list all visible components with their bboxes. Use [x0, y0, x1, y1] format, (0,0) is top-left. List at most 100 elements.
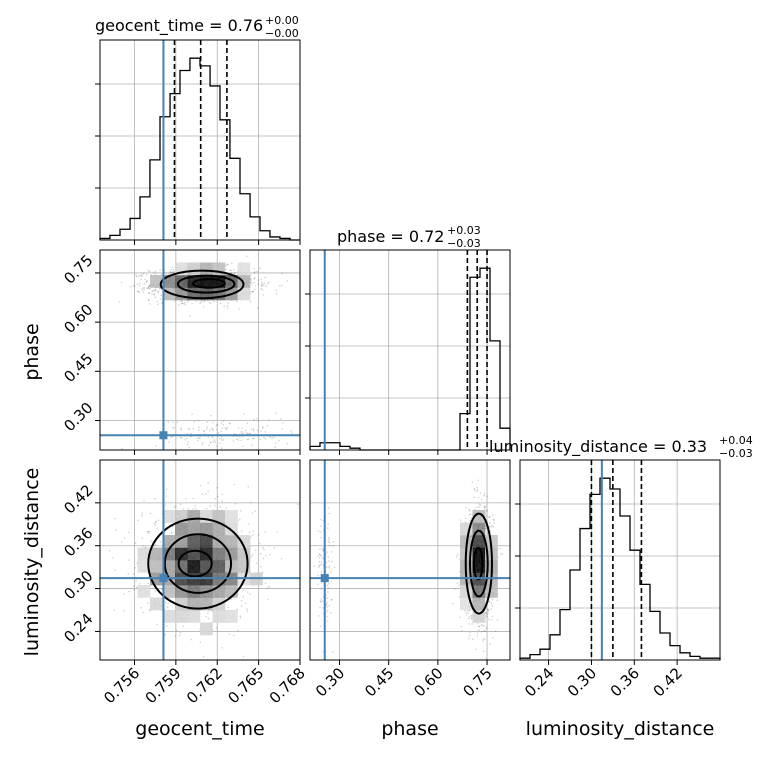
hist-phase-frame: [309, 249, 511, 451]
scatter-point: [236, 300, 238, 302]
scatter-point: [320, 536, 322, 539]
scatter-point: [253, 437, 255, 440]
scatter-point: [254, 276, 256, 279]
scatter-point: [166, 624, 168, 627]
scatter-point: [249, 432, 251, 435]
scatter-point: [253, 272, 256, 275]
scatter-point: [263, 548, 265, 551]
scatter-point: [262, 426, 264, 428]
scatter-point: [160, 298, 162, 300]
scatter-point: [319, 531, 322, 533]
density-cell: [200, 622, 213, 636]
scatter-point: [225, 265, 227, 267]
scatter-point: [203, 430, 205, 433]
scatter-point: [243, 413, 245, 415]
scatter-point: [133, 285, 136, 288]
scatter-point: [297, 503, 299, 506]
scatter-point: [251, 554, 254, 556]
panel-geocent-time-vs-phase-frame: [99, 249, 301, 451]
scatter-point: [147, 270, 150, 272]
density-cell: [460, 585, 473, 598]
scatter-point: [147, 287, 150, 290]
scatter-point: [220, 439, 223, 441]
scatter-point: [468, 509, 471, 512]
scatter-point: [464, 506, 467, 509]
scatter-point: [140, 606, 142, 609]
scatter-point: [260, 287, 263, 290]
title-phase-plus: +0.03: [447, 224, 481, 237]
scatter-point: [132, 573, 135, 575]
scatter-point: [170, 436, 172, 439]
scatter-point: [148, 285, 150, 288]
scatter-point: [488, 525, 491, 528]
scatter-point: [212, 429, 214, 431]
scatter-point: [251, 290, 253, 293]
xtick-label-geocent-time-4: 0.768: [266, 664, 309, 707]
scatter-point: [227, 263, 229, 266]
scatter-point: [186, 443, 189, 446]
scatter-point: [261, 427, 264, 429]
scatter-point: [213, 439, 216, 441]
scatter-point: [216, 487, 218, 489]
scatter-point: [184, 303, 187, 306]
density-cell: [175, 522, 188, 536]
scatter-point: [197, 439, 199, 442]
scatter-point: [198, 429, 200, 431]
density-cell: [212, 610, 226, 623]
ytick-label-phase-0: 0.30: [60, 399, 96, 435]
density-cell: [137, 560, 151, 573]
hist-luminosity-distance-steps: [519, 477, 721, 660]
scatter-point: [468, 616, 471, 618]
title-luminosity-distance-plus: +0.04: [719, 434, 753, 447]
density-cell: [212, 522, 226, 536]
scatter-point: [459, 616, 461, 618]
scatter-point: [245, 432, 248, 434]
scatter-point: [454, 588, 456, 590]
scatter-point: [192, 497, 195, 500]
scatter-point: [136, 290, 139, 293]
hist-luminosity-distance-panel: 0.24 0.30 0.36 0.42: [515, 459, 721, 700]
scatter-point: [154, 524, 157, 526]
scatter-point: [155, 520, 157, 523]
density-cell: [150, 547, 163, 561]
scatter-point: [485, 658, 488, 660]
scatter-point: [167, 602, 170, 605]
scatter-point: [197, 419, 200, 422]
scatter-point: [201, 493, 204, 495]
scatter-point: [328, 560, 330, 562]
scatter-point: [189, 315, 191, 317]
scatter-point: [326, 615, 329, 618]
scatter-point: [476, 486, 478, 489]
scatter-point: [147, 530, 149, 533]
scatter-point: [148, 530, 151, 533]
scatter-point: [243, 431, 245, 433]
scatter-point: [252, 428, 255, 430]
scatter-point: [493, 519, 495, 522]
scatter-point: [175, 505, 177, 508]
scatter-point: [475, 506, 478, 509]
hist-luminosity-distance-frame: [519, 459, 721, 661]
xtick-label-geocent-time-2: 0.762: [183, 664, 226, 707]
scatter-point: [470, 618, 473, 620]
scatter-point: [486, 613, 488, 616]
scatter-point: [156, 303, 159, 306]
scatter-point: [259, 438, 262, 441]
scatter-point: [176, 421, 179, 424]
scatter-point: [121, 447, 123, 450]
scatter-point: [267, 282, 269, 285]
scatter-point: [97, 280, 99, 282]
panel-geocent-time-vs-phase-truth-marker: [159, 431, 168, 440]
panel-phase-vs-luminosity-distance-truth-marker: [320, 574, 329, 583]
scatter-point: [257, 307, 259, 309]
density-cell: [472, 597, 486, 611]
scatter-point: [143, 288, 145, 290]
scatter-point: [489, 522, 491, 524]
scatter-point: [240, 599, 243, 602]
scatter-point: [123, 537, 126, 539]
scatter-point: [260, 552, 262, 555]
scatter-point: [142, 291, 145, 294]
scatter-point: [465, 612, 467, 614]
scatter-point: [475, 648, 478, 650]
panel-geocent-time-vs-phase-contour-1: [176, 274, 236, 294]
panel-geocent-time-vs-phase-plot-area: [97, 250, 300, 450]
